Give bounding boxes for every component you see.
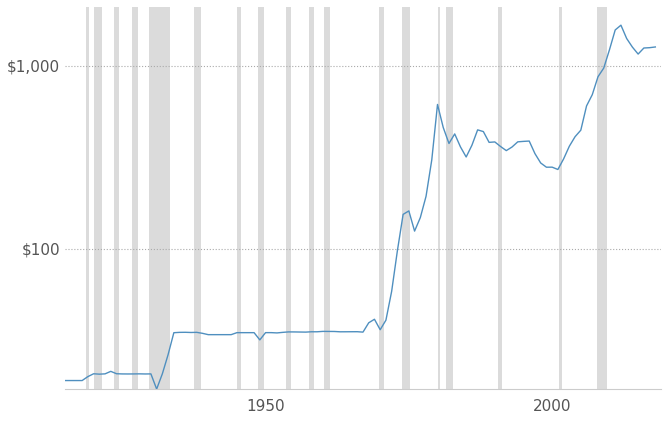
Bar xyxy=(150,7,170,389)
Bar xyxy=(259,7,264,389)
Bar xyxy=(86,7,89,389)
Bar xyxy=(286,7,291,389)
Bar xyxy=(94,7,102,389)
Bar xyxy=(194,7,201,389)
Bar xyxy=(446,7,454,389)
Bar xyxy=(237,7,241,389)
Bar xyxy=(498,7,502,389)
Bar xyxy=(309,7,314,389)
Bar xyxy=(438,7,440,389)
Bar xyxy=(132,7,138,389)
Bar xyxy=(559,7,562,389)
Bar xyxy=(324,7,330,389)
Bar xyxy=(664,7,665,389)
Bar xyxy=(379,7,385,389)
Bar xyxy=(597,7,607,389)
Bar xyxy=(401,7,410,389)
Bar xyxy=(114,7,120,389)
